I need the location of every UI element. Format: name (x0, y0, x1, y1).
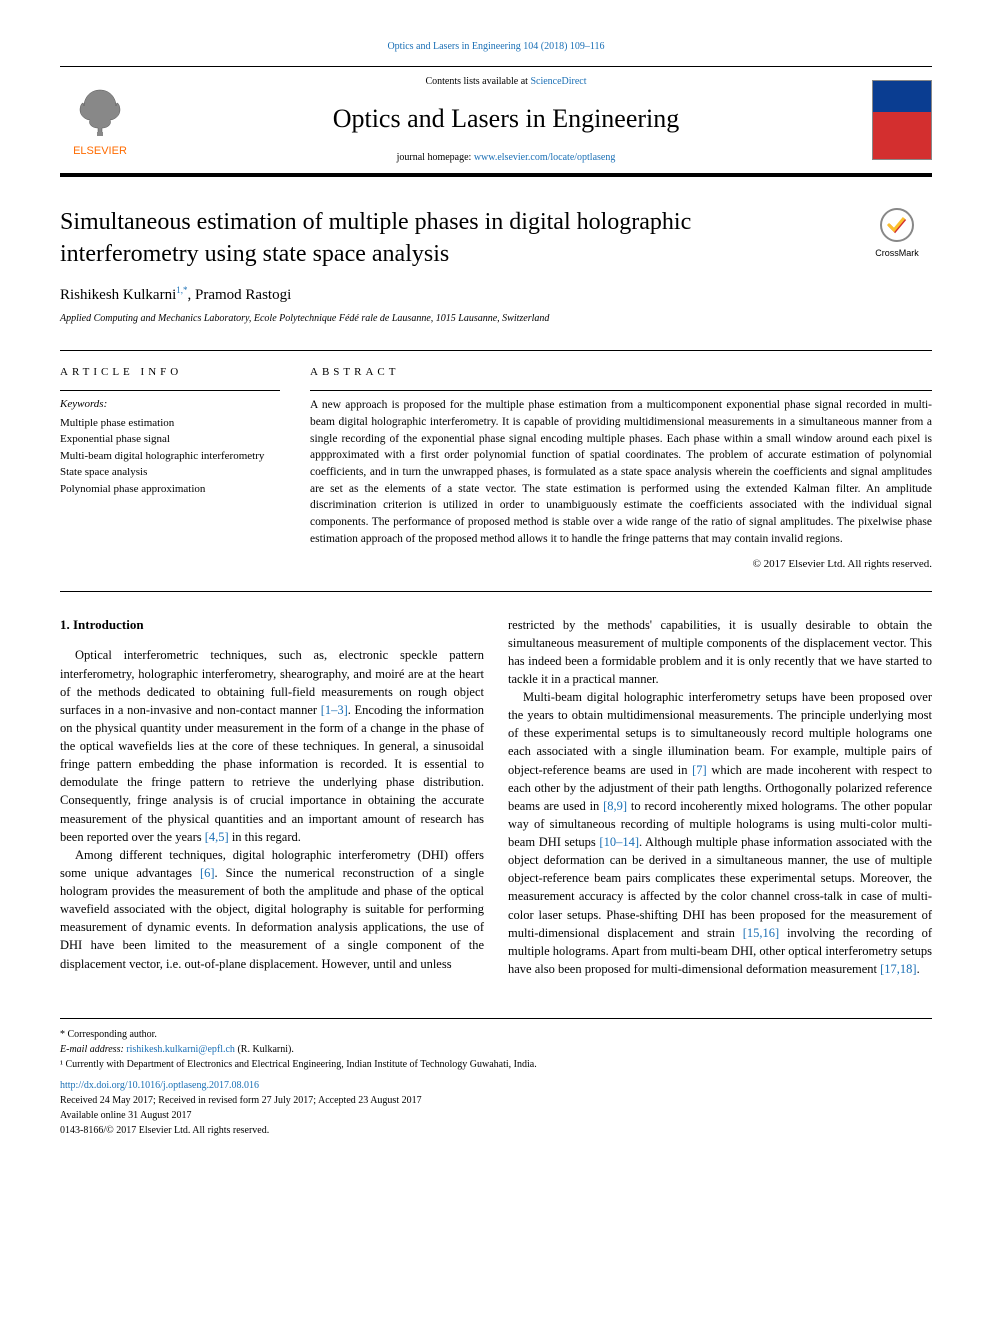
email-line: E-mail address: rishikesh.kulkarni@epfl.… (60, 1042, 932, 1057)
ref-link[interactable]: [7] (692, 763, 707, 777)
masthead: ELSEVIER Contents lists available at Sci… (60, 66, 932, 177)
ref-link[interactable]: [4,5] (205, 830, 229, 844)
abstract-label: ABSTRACT (310, 365, 932, 380)
ref-link[interactable]: [15,16] (743, 926, 779, 940)
ref-link[interactable]: [8,9] (603, 799, 627, 813)
available-line: Available online 31 August 2017 (60, 1108, 932, 1123)
article-info-label: ARTICLE INFO (60, 365, 280, 380)
masthead-center: Contents lists available at ScienceDirec… (140, 75, 872, 165)
meta-divider (60, 390, 280, 391)
body-col-left: 1. Introduction Optical interferometric … (60, 616, 484, 979)
contents-prefix: Contents lists available at (425, 76, 530, 87)
keyword-item: Multi-beam digital holographic interfero… (60, 448, 280, 465)
author-1-sup: 1,* (176, 285, 187, 295)
keyword-item: Multiple phase estimation (60, 415, 280, 432)
crossmark-icon (879, 207, 915, 243)
issn-line: 0143-8166/© 2017 Elsevier Ltd. All right… (60, 1123, 932, 1138)
abstract-copyright: © 2017 Elsevier Ltd. All rights reserved… (310, 557, 932, 572)
homepage-link[interactable]: www.elsevier.com/locate/optlaseng (474, 152, 616, 163)
crossmark-badge[interactable]: CrossMark (862, 207, 932, 259)
body-col-right: restricted by the methods' capabilities,… (508, 616, 932, 979)
elsevier-tree-icon (70, 82, 130, 142)
homepage-prefix: journal homepage: (397, 152, 474, 163)
homepage-line: journal homepage: www.elsevier.com/locat… (140, 151, 872, 165)
footer-block: * Corresponding author. E-mail address: … (60, 1018, 932, 1138)
keyword-item: Exponential phase signal (60, 431, 280, 448)
journal-cover-thumbnail (872, 80, 932, 160)
article-title: Simultaneous estimation of multiple phas… (60, 207, 800, 269)
corresponding-note: * Corresponding author. (60, 1027, 932, 1042)
email-label: E-mail address: (60, 1044, 126, 1055)
publisher-name: ELSEVIER (73, 144, 127, 159)
email-link[interactable]: rishikesh.kulkarni@epfl.ch (126, 1044, 235, 1055)
intro-p2: Among different techniques, digital holo… (60, 846, 484, 973)
authors-line: Rishikesh Kulkarni1,*, Pramod Rastogi (60, 284, 932, 306)
received-line: Received 24 May 2017; Received in revise… (60, 1093, 932, 1108)
body-columns: 1. Introduction Optical interferometric … (60, 616, 932, 979)
article-info-col: ARTICLE INFO Keywords: Multiple phase es… (60, 365, 280, 573)
doi-line: http://dx.doi.org/10.1016/j.optlaseng.20… (60, 1078, 932, 1093)
contents-line: Contents lists available at ScienceDirec… (140, 75, 872, 89)
keyword-item: Polynomial phase approximation (60, 481, 280, 498)
keywords-label: Keywords: (60, 397, 280, 412)
intro-p1: Optical interferometric techniques, such… (60, 646, 484, 845)
ref-link[interactable]: [10–14] (599, 835, 639, 849)
abstract-text: A new approach is proposed for the multi… (310, 397, 932, 547)
author-2: , Pramod Rastogi (188, 287, 292, 303)
abstract-divider (310, 390, 932, 391)
ref-link[interactable]: [6] (200, 866, 215, 880)
ref-link[interactable]: [17,18] (880, 962, 916, 976)
abstract-col: ABSTRACT A new approach is proposed for … (310, 365, 932, 573)
intro-p2-cont: restricted by the methods' capabilities,… (508, 616, 932, 689)
top-citation: Optics and Lasers in Engineering 104 (20… (60, 40, 932, 54)
author-1: Rishikesh Kulkarni (60, 287, 176, 303)
footnote-1: ¹ Currently with Department of Electroni… (60, 1057, 932, 1072)
sciencedirect-link[interactable]: ScienceDirect (530, 76, 586, 87)
intro-p3: Multi-beam digital holographic interfero… (508, 688, 932, 978)
ref-link[interactable]: [1–3] (321, 703, 348, 717)
email-person: (R. Kulkarni). (235, 1044, 294, 1055)
title-row: Simultaneous estimation of multiple phas… (60, 207, 932, 283)
meta-abstract-block: ARTICLE INFO Keywords: Multiple phase es… (60, 350, 932, 592)
journal-title: Optics and Lasers in Engineering (140, 101, 872, 137)
intro-heading: 1. Introduction (60, 616, 484, 635)
affiliation: Applied Computing and Mechanics Laborato… (60, 312, 932, 326)
doi-link[interactable]: http://dx.doi.org/10.1016/j.optlaseng.20… (60, 1080, 259, 1091)
crossmark-label: CrossMark (862, 247, 932, 260)
keyword-item: State space analysis (60, 464, 280, 481)
publisher-logo-block: ELSEVIER (60, 82, 140, 159)
